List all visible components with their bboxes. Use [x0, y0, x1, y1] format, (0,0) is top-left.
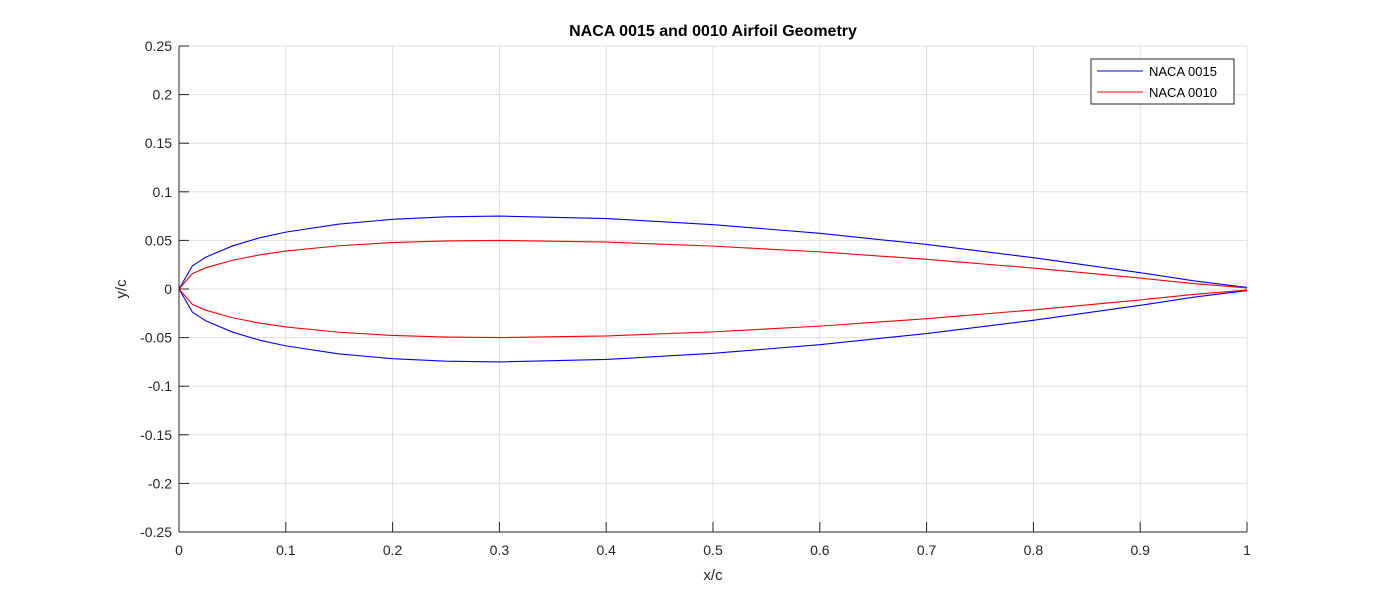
y-tick-label: 0.1 [153, 184, 173, 200]
legend[interactable]: NACA 0015 NACA 0010 [1090, 58, 1235, 105]
chart-title: NACA 0015 and 0010 Airfoil Geometry [569, 23, 857, 40]
y-tick-label: -0.15 [140, 427, 172, 443]
naca-0010-lower-line [178, 288, 1248, 339]
y-tick-label: 0 [164, 281, 172, 297]
y-tick-label: 0.25 [145, 38, 172, 54]
y-tick-label: -0.05 [140, 330, 172, 346]
x-tick-label: 0.8 [1024, 542, 1044, 558]
legend-label-naca-0010: NACA 0010 [1149, 85, 1217, 100]
y-tick-label: 0.05 [145, 232, 172, 248]
x-tick-label: 0.1 [276, 542, 296, 558]
ticks: 0 0.1 0.2 0.3 0.4 0.5 0.6 0.7 0.8 0.9 1 -0.25 -0.2 -0… [140, 38, 1251, 558]
x-tick-label: 0.4 [596, 542, 616, 558]
naca-0015-lower-line [178, 288, 1248, 363]
naca-0010-upper-line [178, 239, 1248, 290]
x-tick-label: 0.9 [1130, 542, 1150, 558]
y-tick-label: 0.2 [153, 87, 173, 103]
naca-0015-upper-line [178, 215, 1248, 290]
legend-label-naca-0015: NACA 0015 [1149, 64, 1217, 79]
x-tick-label: 0.7 [917, 542, 937, 558]
y-axis-label: y/c [113, 279, 130, 299]
x-tick-label: 0.2 [383, 542, 403, 558]
legend-box [1090, 58, 1235, 105]
series-layer [178, 215, 1248, 363]
x-tick-label: 1 [1243, 542, 1251, 558]
y-tick-label: -0.2 [148, 475, 172, 491]
x-tick-label: 0.6 [810, 542, 830, 558]
y-tick-label: -0.1 [148, 378, 172, 394]
x-tick-label: 0 [175, 542, 183, 558]
x-axis-label: x/c [703, 567, 723, 584]
x-tick-label: 0.3 [490, 542, 510, 558]
y-tick-label: -0.25 [140, 524, 172, 540]
y-tick-label: 0.15 [145, 135, 172, 151]
x-tick-label: 0.5 [703, 542, 723, 558]
